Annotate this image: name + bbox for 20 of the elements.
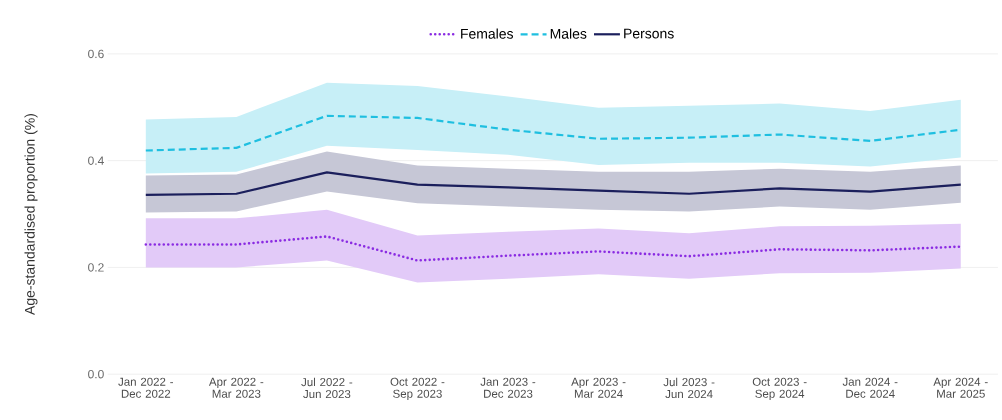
x-tick-label: Oct 2023 - Sep 2024 — [752, 377, 807, 401]
legend-label: Males — [550, 28, 587, 39]
y-tick-label: 0.0 — [88, 369, 104, 379]
x-tick-label: Jan 2022 - Dec 2022 — [118, 377, 174, 398]
x-tick-label: Jan 2024 - Dec 2024 — [842, 377, 898, 398]
line-series — [144, 235, 963, 262]
y-tick-label: 0.2 — [88, 263, 104, 272]
legend-label: Persons — [624, 28, 674, 39]
x-tick-label: Jan 2023 - Dec 2023 — [480, 377, 536, 398]
x-tick-label: Apr 2024 - Mar 2025 — [933, 377, 988, 398]
x-tick-label: Apr 2022 - Mar 2023 — [208, 377, 264, 398]
y-axis-title: Age-standardised proportion (%) — [24, 113, 38, 315]
x-tick-label: Apr 2023 - Mar 2024 — [571, 377, 626, 398]
y-tick-label: 0.4 — [88, 156, 104, 165]
x-tick-label: Jul 2022 - Jun 2023 — [301, 377, 353, 399]
legend-label: Females — [461, 28, 514, 39]
x-tick-label: Jul 2023 - Jun 2024 — [663, 377, 715, 399]
x-tick-label: Oct 2022 - Sep 2023 — [390, 377, 445, 401]
line-series — [144, 171, 962, 196]
y-tick-label: 0.6 — [88, 49, 104, 59]
